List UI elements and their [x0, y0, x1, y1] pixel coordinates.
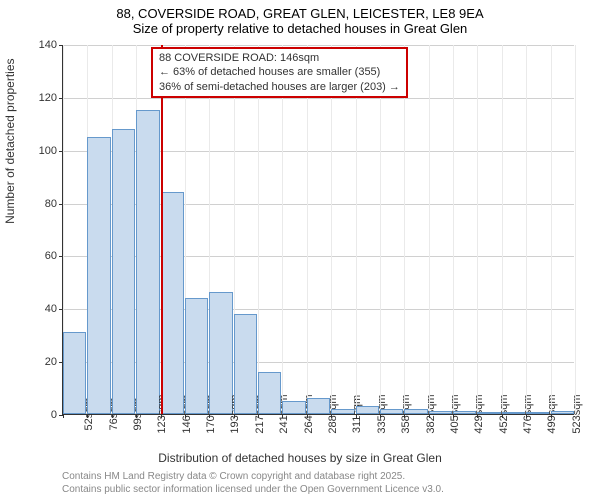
footer-text: Contains HM Land Registry data © Crown c…: [62, 470, 444, 496]
grid-line-v: [380, 45, 381, 414]
grid-line-v: [404, 45, 405, 414]
x-axis-label: Distribution of detached houses by size …: [0, 451, 600, 465]
x-tick-mark: [307, 414, 308, 418]
x-tick-mark: [551, 414, 552, 418]
x-tick-mark: [63, 414, 64, 418]
annotation-header: 88 COVERSIDE ROAD: 146sqm: [159, 52, 319, 64]
x-tick-mark: [112, 414, 113, 418]
x-tick-mark: [356, 414, 357, 418]
x-tick-mark: [87, 414, 88, 418]
grid-line-v: [575, 45, 576, 414]
plot-area: 02040608010012014052sqm76sqm99sqm123sqm1…: [62, 45, 574, 415]
grid-line-v: [258, 45, 259, 414]
x-tick-mark: [453, 414, 454, 418]
grid-line-v: [551, 45, 552, 414]
y-axis-label: Number of detached properties: [3, 58, 17, 223]
histogram-bar: [136, 110, 159, 414]
grid-line-v: [331, 45, 332, 414]
x-tick-mark: [502, 414, 503, 418]
histogram-bar: [161, 192, 184, 414]
annotation-box: 88 COVERSIDE ROAD: 146sqm ← 63% of detac…: [151, 47, 408, 98]
annotation-line2: 36% of semi-detached houses are larger (…: [159, 81, 400, 93]
grid-line-v: [282, 45, 283, 414]
grid-line-v: [453, 45, 454, 414]
chart-subtitle: Size of property relative to detached ho…: [0, 21, 600, 36]
marker-line: [161, 45, 163, 414]
footer-line1: Contains HM Land Registry data © Crown c…: [62, 471, 405, 482]
grid-line-h: [63, 98, 574, 99]
grid-line-v: [502, 45, 503, 414]
histogram-bar: [112, 129, 135, 414]
grid-line-v: [526, 45, 527, 414]
x-tick-mark: [331, 414, 332, 418]
x-tick-mark: [161, 414, 162, 418]
x-tick-mark: [404, 414, 405, 418]
x-tick-mark: [429, 414, 430, 418]
grid-line-v: [307, 45, 308, 414]
chart-container: 88, COVERSIDE ROAD, GREAT GLEN, LEICESTE…: [0, 0, 600, 500]
x-tick-mark: [136, 414, 137, 418]
footer-line2: Contains public sector information licen…: [62, 484, 444, 495]
x-tick-mark: [380, 414, 381, 418]
histogram-bar: [87, 137, 110, 415]
grid-line-v: [356, 45, 357, 414]
x-tick-mark: [234, 414, 235, 418]
grid-line-h: [63, 45, 574, 46]
x-tick-mark: [209, 414, 210, 418]
x-tick-mark: [477, 414, 478, 418]
x-tick-mark: [526, 414, 527, 418]
x-tick-mark: [185, 414, 186, 418]
x-tick-mark: [282, 414, 283, 418]
grid-line-v: [429, 45, 430, 414]
grid-line-v: [477, 45, 478, 414]
annotation-line1: ← 63% of detached houses are smaller (35…: [159, 66, 380, 78]
x-tick-mark: [258, 414, 259, 418]
chart-title: 88, COVERSIDE ROAD, GREAT GLEN, LEICESTE…: [0, 0, 600, 21]
